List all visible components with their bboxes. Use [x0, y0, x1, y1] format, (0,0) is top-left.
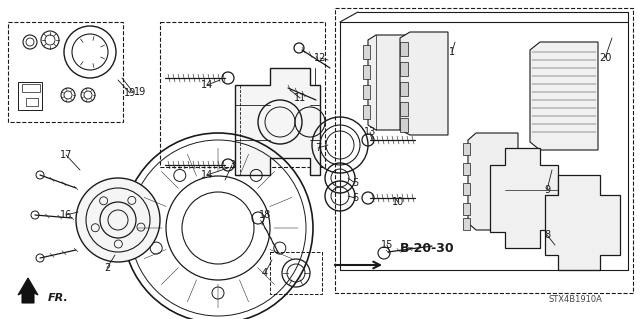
Polygon shape: [400, 118, 408, 132]
Text: 2: 2: [104, 263, 110, 273]
Text: STX4B1910A: STX4B1910A: [548, 295, 602, 305]
Polygon shape: [463, 163, 470, 175]
Bar: [270, 252, 322, 294]
Text: 11: 11: [294, 93, 306, 103]
Text: 9: 9: [544, 185, 550, 195]
Text: 4: 4: [262, 268, 268, 278]
Polygon shape: [400, 82, 408, 96]
Text: 3: 3: [229, 160, 235, 170]
Text: 17: 17: [60, 150, 72, 160]
Polygon shape: [468, 133, 518, 230]
Text: 8: 8: [544, 230, 550, 240]
Circle shape: [76, 178, 160, 262]
Text: 16: 16: [60, 210, 72, 220]
Bar: [8, 22, 123, 122]
Text: 1: 1: [449, 47, 455, 57]
Text: 10: 10: [392, 197, 404, 207]
Polygon shape: [490, 148, 558, 248]
Polygon shape: [18, 278, 38, 303]
Polygon shape: [400, 42, 408, 56]
Polygon shape: [363, 45, 370, 59]
Polygon shape: [545, 175, 620, 270]
Polygon shape: [363, 65, 370, 79]
Bar: [335, 8, 633, 293]
Text: FR.: FR.: [48, 293, 68, 303]
Text: 13: 13: [364, 127, 376, 137]
Polygon shape: [463, 183, 470, 195]
Polygon shape: [530, 42, 598, 150]
Polygon shape: [400, 32, 448, 135]
Polygon shape: [363, 85, 370, 99]
Text: 7: 7: [315, 143, 321, 153]
Polygon shape: [463, 143, 470, 155]
Text: 5: 5: [352, 178, 358, 188]
Polygon shape: [235, 68, 320, 175]
Text: 6: 6: [352, 193, 358, 203]
Text: 14: 14: [201, 170, 213, 180]
Polygon shape: [363, 105, 370, 119]
Polygon shape: [368, 35, 406, 130]
Text: 19: 19: [124, 88, 136, 98]
Bar: [160, 22, 325, 167]
Polygon shape: [400, 102, 408, 116]
Text: 19: 19: [134, 87, 146, 97]
Polygon shape: [400, 62, 408, 76]
Text: 14: 14: [201, 80, 213, 90]
Text: 18: 18: [259, 210, 271, 220]
Polygon shape: [463, 218, 470, 230]
Text: 12: 12: [314, 53, 326, 63]
Text: 20: 20: [599, 53, 611, 63]
Text: B-20-30: B-20-30: [400, 241, 454, 255]
Text: 15: 15: [381, 240, 393, 250]
Polygon shape: [463, 203, 470, 215]
